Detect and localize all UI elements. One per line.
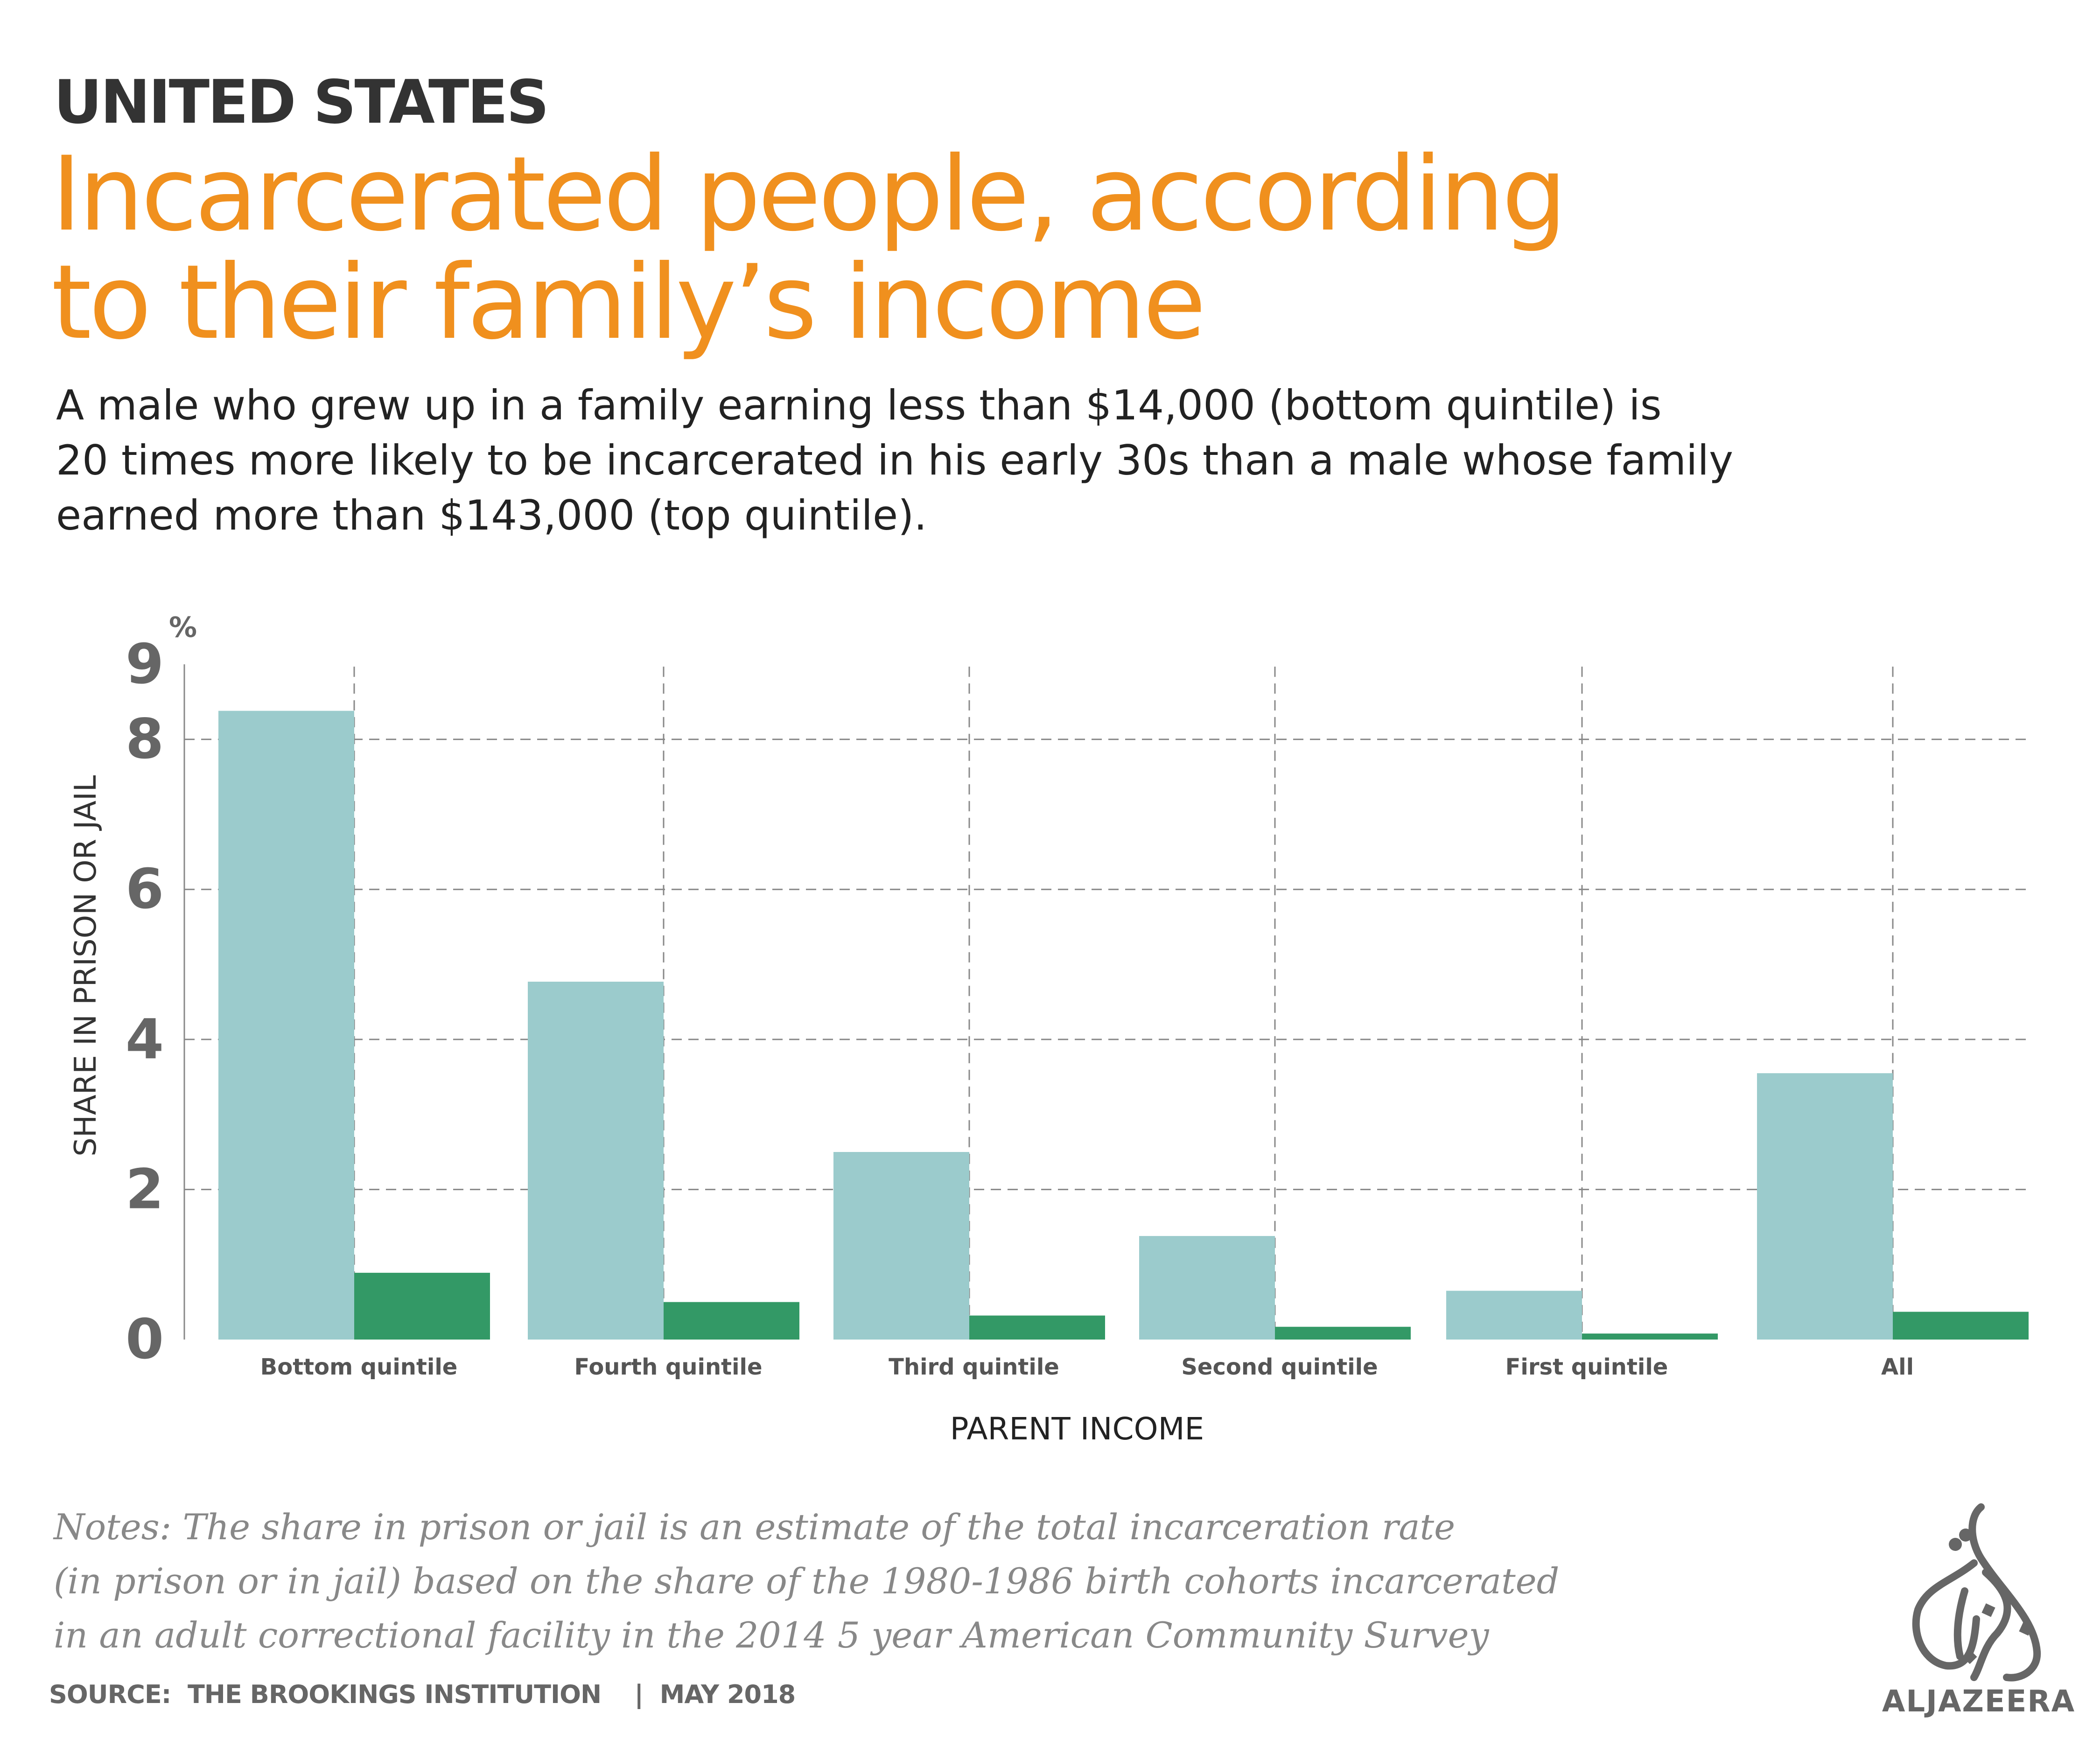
x-tick-labels: Bottom quintile Fourth quintile Third quin…	[260, 1354, 1914, 1380]
y-tick-label: 6	[126, 857, 164, 921]
x-tick-label: Fourth quintile	[574, 1354, 762, 1380]
bars	[218, 711, 2029, 1340]
x-tick-label: First quintile	[1505, 1354, 1668, 1380]
aljazeera-logo: ALJAZEERA	[1881, 1498, 2077, 1722]
notes-line-1: Notes: The share in prison or jail is an…	[54, 1506, 1456, 1548]
title-line-2: to their family’s income	[51, 243, 1206, 362]
bar-dark-0	[354, 1272, 490, 1340]
bar-light-1	[528, 981, 664, 1340]
y-tick-label: 8	[126, 707, 164, 771]
bar-dark-1	[664, 1302, 799, 1340]
bar-light-2	[833, 1152, 969, 1340]
bar-light-3	[1139, 1236, 1275, 1340]
bar-light-4	[1446, 1291, 1582, 1340]
y-tick-labels: 0 2 4 6 8 9	[126, 632, 164, 1371]
subtitle-line-2: 20 times more likely to be incarcerated …	[56, 436, 1734, 484]
aljazeera-calligraphy-icon	[1912, 1503, 2041, 1682]
y-tick-label: 9	[126, 632, 164, 696]
bar-light-0	[218, 711, 354, 1340]
x-tick-label: Third quintile	[889, 1354, 1059, 1380]
x-tick-label: All	[1881, 1354, 1914, 1380]
source: SOURCE: THE BROOKINGS INSTITUTION | MAY …	[49, 1680, 796, 1709]
y-tick-label: 4	[126, 1007, 164, 1071]
y-tick-label: 0	[126, 1307, 164, 1371]
notes-line-2: (in prison or in jail) based on the shar…	[54, 1560, 1560, 1602]
y-unit-label: %	[169, 611, 197, 644]
subtitle-line-3: earned more than $143,000 (top quintile)…	[56, 491, 927, 539]
notes-line-3: in an adult correctional facility in the…	[54, 1614, 1489, 1656]
chart-title: Incarcerated people, according to their …	[51, 140, 1918, 356]
x-axis-label: PARENT INCOME	[950, 1411, 1204, 1447]
bar-dark-3	[1275, 1326, 1411, 1340]
subtitle-line-1: A male who grew up in a family earning l…	[56, 381, 1662, 429]
notes: Notes: The share in prison or jail is an…	[54, 1500, 1874, 1662]
x-tick-label: Second quintile	[1181, 1354, 1378, 1380]
subtitle: A male who grew up in a family earning l…	[56, 378, 2063, 543]
bar-dark-4	[1582, 1333, 1718, 1340]
title-line-1: Incarcerated people, according	[51, 134, 1567, 254]
bar-dark-5	[1893, 1312, 2029, 1340]
logo-wordmark: ALJAZEERA	[1882, 1684, 2076, 1719]
bar-light-5	[1757, 1073, 1893, 1340]
y-tick-label: 2	[126, 1157, 164, 1221]
gridlines	[183, 664, 2026, 1340]
x-tick-label: Bottom quintile	[260, 1354, 458, 1380]
bar-dark-2	[969, 1315, 1105, 1340]
kicker: UNITED STATES	[54, 68, 549, 137]
y-axis-label: SHARE IN PRISON OR JAIL	[69, 775, 103, 1157]
